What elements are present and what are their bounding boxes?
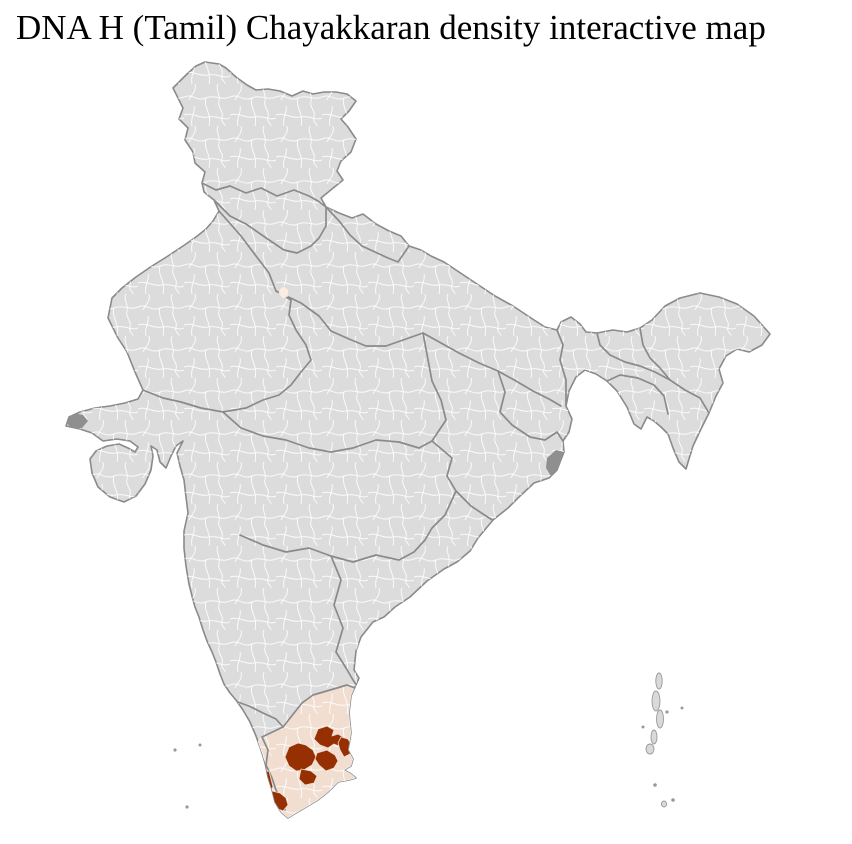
kutch-west-patch: [66, 413, 88, 429]
page-title: DNA H (Tamil) Chayakkaran density intera…: [16, 8, 766, 47]
high-density-district: [298, 768, 318, 786]
high-density-district: [314, 749, 339, 772]
trace-density-district[interactable]: [278, 285, 290, 300]
andaman-nicobar-islands[interactable]: [641, 672, 684, 808]
high-density-district-cluster[interactable]: [262, 725, 353, 812]
high-density-district: [337, 736, 353, 758]
state-borders: [142, 182, 710, 811]
high-density-district: [284, 742, 317, 772]
lakshadweep-islands[interactable]: [173, 743, 202, 809]
